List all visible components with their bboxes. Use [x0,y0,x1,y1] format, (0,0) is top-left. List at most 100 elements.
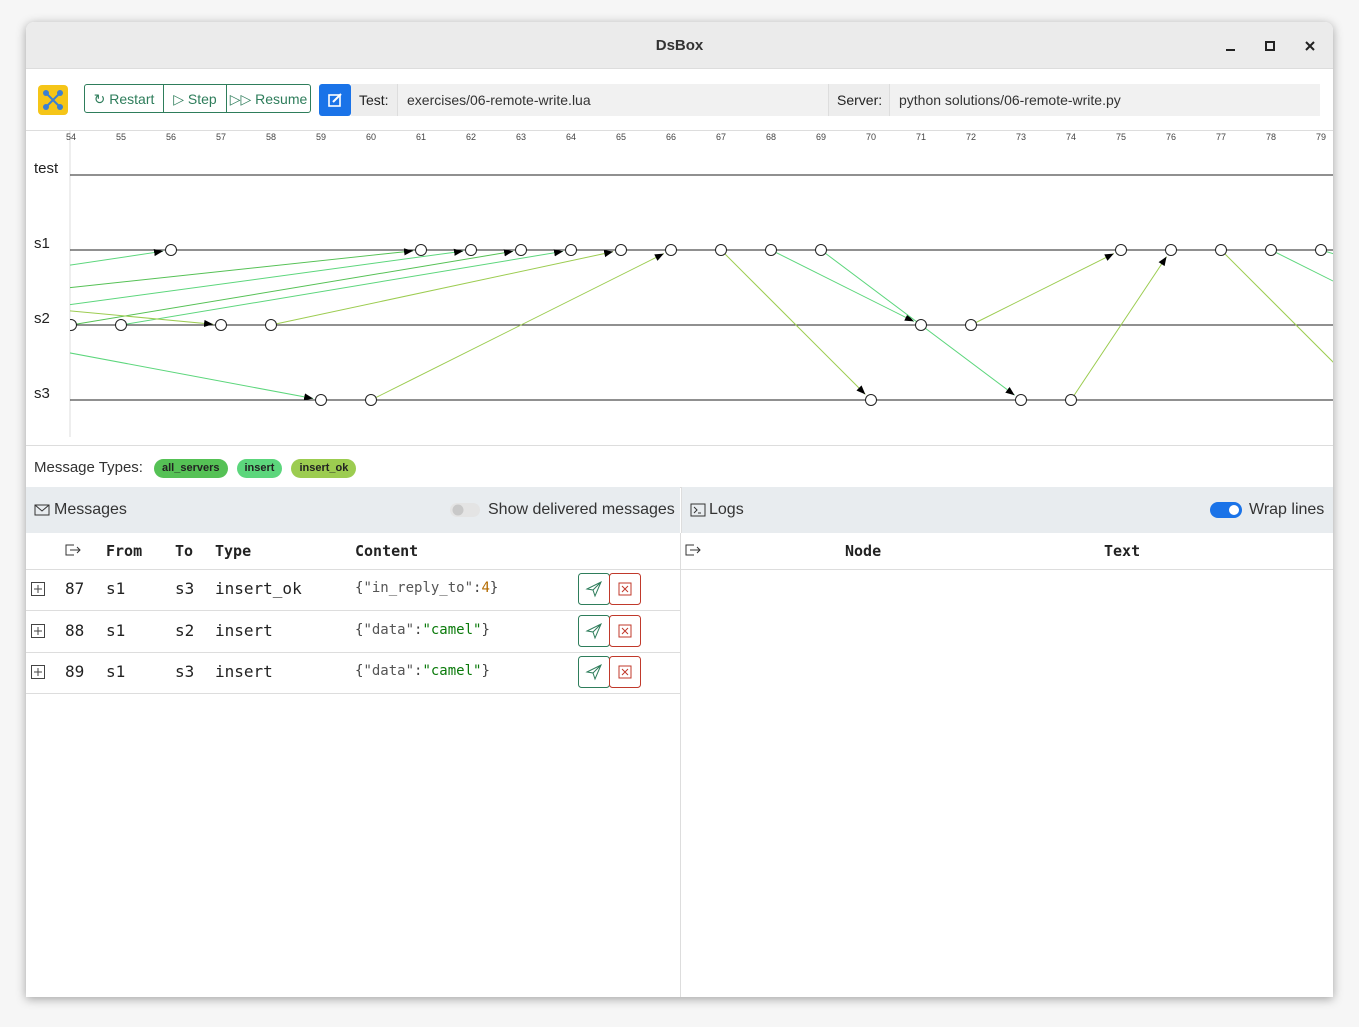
delivered-toggle[interactable] [449,501,481,519]
message-types-label: Message Types: [34,459,143,476]
tick-label: 66 [666,132,676,142]
tick-label: 65 [616,132,626,142]
delivered-toggle-label: Show delivered messages [488,501,675,518]
event[interactable] [415,244,427,256]
step-button[interactable]: ▷ Step [163,84,227,113]
tick-label: 60 [366,132,376,142]
event[interactable] [1315,244,1327,256]
window: DsBox ↻ Restart ▷ Step ▷▷ Resume Test: e… [26,22,1333,997]
event[interactable] [1115,244,1127,256]
maximize[interactable] [1265,41,1275,51]
cell-to: s2 [175,620,195,640]
event[interactable] [915,319,927,331]
deliver-all-icon[interactable] [64,543,82,557]
title-bar: DsBox [26,22,1333,69]
column-header: Type [215,542,252,560]
type-chip[interactable]: insert [236,459,283,478]
mail-icon [34,504,50,516]
wrap-toggle[interactable] [1209,500,1243,520]
tick-label: 57 [216,132,226,142]
cell-from: s1 [106,662,126,681]
resume-button[interactable]: ▷▷ Resume [226,84,311,113]
tick-label: 67 [716,132,726,142]
expand-button[interactable] [31,582,45,596]
event[interactable] [165,244,177,256]
tick-label: 61 [416,132,426,142]
event[interactable] [365,394,377,406]
logs-title: Logs [709,501,744,518]
cell-content: {"in_reply_to":4} [355,580,499,596]
message-arrow [70,248,164,266]
message-arrow [1070,256,1167,401]
event[interactable] [765,244,777,256]
button-label: Resume [255,91,308,107]
event[interactable] [215,319,227,331]
event[interactable] [1165,244,1177,256]
column-header: To [175,542,194,560]
drop-button[interactable] [609,573,641,605]
messages-title: Messages [54,501,127,518]
message-types: Message Types: all_servers insert insert_o… [26,445,1333,488]
deliver-button[interactable] [578,656,610,688]
wrap-toggle-label: Wrap lines [1249,501,1325,518]
event[interactable] [1265,244,1277,256]
deliver-button[interactable] [578,573,610,605]
tick-label: 54 [66,132,76,142]
lane-label: test [34,160,59,177]
tick-label: 58 [266,132,276,142]
logs-header: Logs Wrap lines [681,487,1333,533]
event[interactable] [1015,394,1027,406]
tick-label: 63 [516,132,526,142]
timeline: 54 55 56 57 58 59 60 61 62 63 64 65 66 67 68 69 70 71 72 73… [34,130,1333,437]
cell-content: {"data":"camel"} [355,663,490,679]
message-arrow [770,249,915,322]
event[interactable] [865,394,877,406]
close[interactable] [1305,41,1315,51]
logs-table: Node Text [680,533,1333,997]
event[interactable] [465,244,477,256]
type-chip[interactable]: insert_ok [291,459,357,478]
event[interactable] [565,244,577,256]
cell-type: insert [215,662,273,681]
cell-from: s1 [106,620,126,640]
event[interactable] [515,244,527,256]
edit-button[interactable] [319,84,351,116]
type-chip[interactable]: all_servers [154,459,228,478]
server-input[interactable]: python solutions/06-remote-write.py [889,84,1320,116]
event[interactable] [265,319,277,331]
table-header [26,533,680,570]
tick-label: 59 [316,132,326,142]
event[interactable] [66,319,77,331]
deliver-button[interactable] [578,614,610,647]
event[interactable] [1215,244,1227,256]
button-label: Restart [109,91,155,107]
tick-label: 73 [1016,132,1026,142]
tick-label: 76 [1166,132,1176,142]
message-arrow [120,249,564,326]
test-input[interactable]: exercises/06-remote-write.lua [397,84,828,116]
cell-id: 88 [65,620,85,640]
drop-button[interactable] [609,656,641,688]
restart-button[interactable]: ↻ Restart [84,84,164,113]
expand-button[interactable] [31,665,45,679]
column-header: From [106,542,143,560]
event[interactable] [815,244,827,256]
column-header: Content [355,542,419,560]
event[interactable] [615,244,627,256]
event[interactable] [115,319,127,331]
event[interactable] [665,244,677,256]
tick-label: 78 [1266,132,1276,142]
cell-from: s1 [106,579,126,598]
tick-label: 62 [466,132,476,142]
cell-to: s3 [175,662,195,681]
message-arrow [70,248,464,306]
event[interactable] [1065,394,1077,406]
window-controls [1226,41,1315,51]
message-arrow [1320,249,1333,255]
event[interactable] [965,319,977,331]
button-label: Step [187,91,217,107]
drop-button[interactable] [609,614,641,647]
event[interactable] [715,244,727,256]
expand-button[interactable] [31,623,45,638]
event[interactable] [315,394,327,406]
